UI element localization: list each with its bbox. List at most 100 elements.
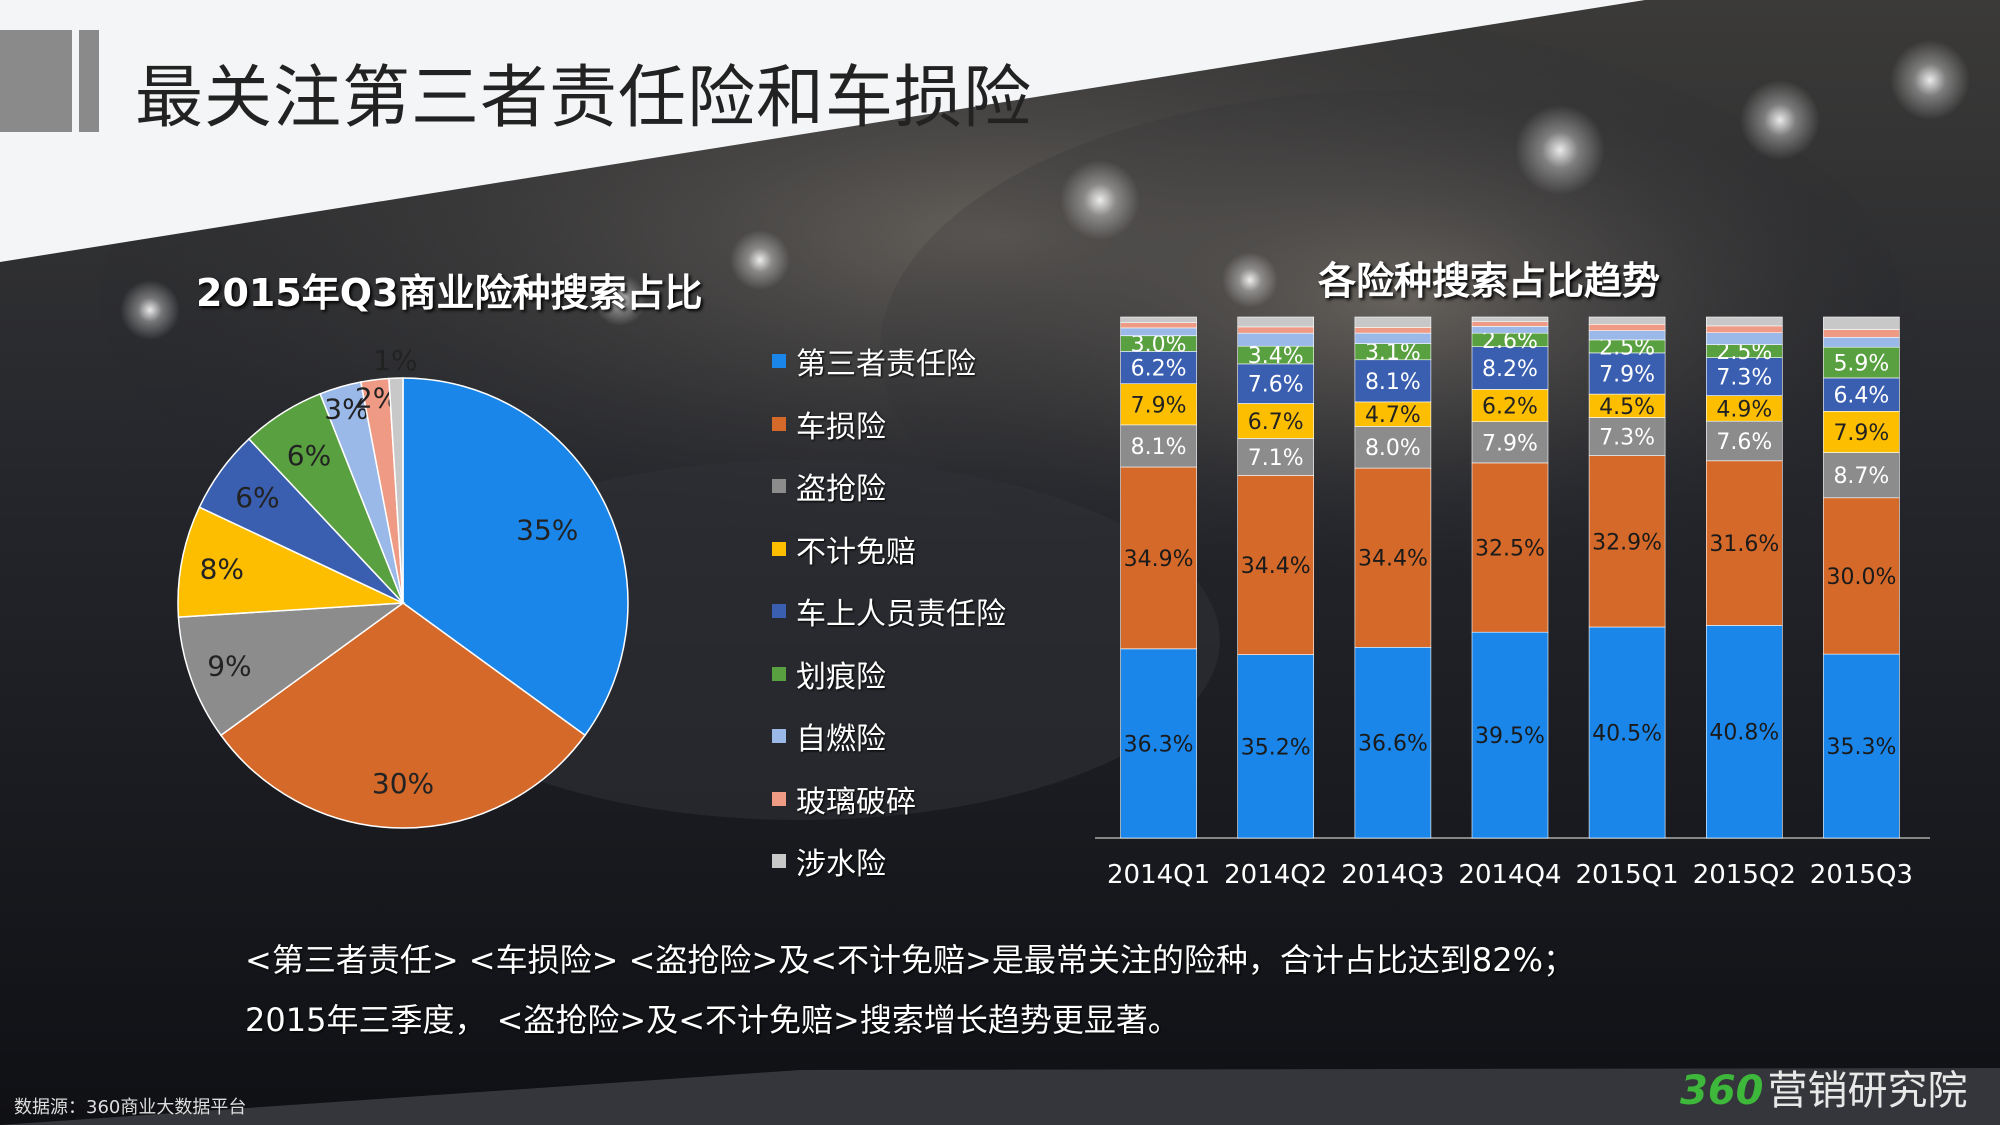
bar-segment [1705,325,1783,333]
bar-segment [1471,321,1549,327]
summary-line-2: 2015年三季度， <盗抢险>及<不计免赔>搜索增长趋势更显著。 [245,1001,1180,1039]
brand-logo: 360 营销研究院 [1680,1058,1968,1116]
bar-segment [1823,497,1900,655]
brand-text: 营销研究院 [1767,1068,1968,1114]
bar-segment [1823,336,1900,348]
legend-item: 玻璃破碎 [772,768,1006,831]
legend-label: 不计免赔 [796,534,916,570]
legend-label: 涉水险 [796,847,886,883]
x-tick-label: 2014Q1 [1107,860,1210,890]
legend-item: 划痕险 [772,643,1006,706]
legend-label: 玻璃破碎 [796,784,916,820]
bar-segment-label: 8.1% [1131,435,1187,460]
bar-segment [1354,467,1432,648]
bar-segment [1705,395,1783,422]
bar-segment [1471,389,1549,423]
pie-slice [177,602,406,737]
bar-segment [1823,346,1900,379]
bar-segment-label: 39.5% [1475,724,1545,749]
legend-swatch [772,729,786,744]
pie-slice [388,377,404,604]
bar-segment [1354,316,1432,328]
x-tick-label: 2014Q2 [1224,860,1327,890]
x-tick-label: 2015Q3 [1810,860,1913,890]
bar-segment [1120,648,1197,839]
legend-swatch [772,416,786,431]
bar-segment [1354,401,1432,427]
bar-segment [1471,421,1549,464]
data-source: 数据源：360商业大数据平台 [14,1097,247,1118]
bar-segment-label: 6.2% [1131,357,1187,382]
title-accent-block [0,30,72,132]
legend-item: 自燃险 [772,705,1006,768]
bar-segment [1705,316,1783,327]
bar-segment-label: 8.2% [1482,357,1538,382]
legend-item: 盗抢险 [772,455,1006,518]
bar-segment-label: 8.7% [1833,464,1889,489]
bar-segment-label: 7.3% [1716,366,1772,391]
bar-segment [1120,351,1197,385]
bar-segment-label: 7.3% [1599,426,1655,451]
bar-segment [1120,424,1197,468]
title-accent-bar [79,30,99,132]
legend-swatch [772,604,786,619]
legend-swatch [772,541,786,556]
bar-segment-label: 4.7% [1365,403,1421,428]
pie-slice-label: 6% [287,439,331,472]
bar-segment [1237,475,1314,655]
legend-item: 不计免赔 [772,518,1006,581]
bar-segment-label: 32.5% [1475,537,1545,562]
bar-segment-label: 35.2% [1241,735,1311,760]
bar-segment-label: 34.4% [1241,554,1311,579]
legend: 第三者责任险 车损险 盗抢险 不计免赔 车上人员责任险 划痕险 自燃险 玻璃破碎 涉水险 [772,330,1006,893]
pie-slice [402,377,629,737]
bar-segment [1237,326,1314,334]
pie-slice-label: 9% [207,650,251,683]
bar-chart-title: 各险种搜索占比趋势 [1318,259,1661,303]
bar-segment-label: 7.6% [1716,430,1772,455]
bar-segment-label: 30.0% [1826,565,1896,590]
bar-segment [1823,377,1900,412]
bar-segment [1237,403,1314,439]
bar-segment [1705,420,1783,462]
bar-segment [1823,329,1900,338]
legend-label: 盗抢险 [796,472,886,508]
legend-item: 涉水险 [772,830,1006,893]
bar-segment-label: 3.0% [1131,333,1187,358]
bar-segment [1588,316,1666,325]
bar-segment [1237,438,1314,476]
bar-segment [1237,363,1314,404]
bar-segment [1120,327,1197,336]
bar-segment [1354,332,1432,344]
bar-segment-label: 7.6% [1248,373,1304,398]
bar-segment-label: 32.9% [1592,530,1662,555]
x-tick-label: 2015Q2 [1693,860,1796,890]
legend-label: 车上人员责任险 [796,597,1006,633]
bar-segment [1823,653,1900,839]
bar-segment-label: 36.3% [1124,732,1194,757]
bar-segment-label: 7.1% [1248,446,1304,471]
bar-segment-label: 8.1% [1365,370,1421,395]
bar-segment-label: 34.9% [1124,547,1194,572]
bar-segment-label: 34.4% [1358,547,1428,572]
legend-label: 自燃险 [796,722,886,758]
bar-segment [1471,462,1549,633]
bar-segment-label: 7.9% [1833,421,1889,446]
bar-segment [1354,426,1432,469]
bar-segment [1471,346,1549,390]
bar-segment [1823,411,1900,453]
bar-segment [1120,322,1197,329]
x-tick-label: 2014Q4 [1458,860,1561,890]
pie-slice-label: 35% [516,514,578,547]
legend-item: 第三者责任险 [772,330,1006,393]
legend-swatch [772,666,786,681]
bar-segment [1705,332,1783,345]
pie-chart: 35%30%9%8%6%6%3%2%1% [177,344,629,829]
bar-segment-label: 4.5% [1599,395,1655,420]
bar-segment-label: 36.6% [1358,732,1428,757]
legend-swatch [772,854,786,869]
legend-label: 划痕险 [796,659,886,695]
pie-slice [177,506,404,618]
pie-slice-label: 8% [200,552,244,585]
bar-segment-label: 6.2% [1482,395,1538,420]
